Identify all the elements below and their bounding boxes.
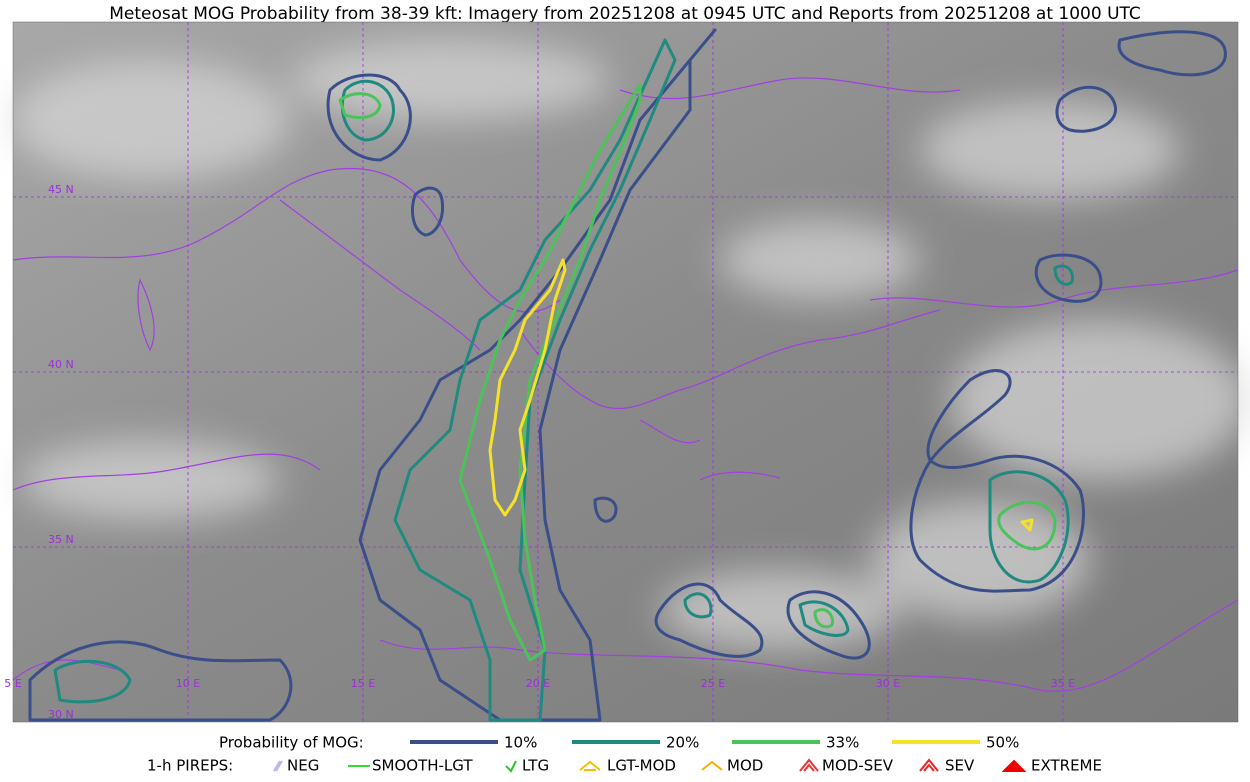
contour-10: [909, 369, 1085, 593]
legend-label: 20%: [666, 734, 699, 752]
contour-20: [53, 659, 132, 704]
longitude-label: 15 E: [351, 677, 375, 690]
legend-label: EXTREME: [1031, 757, 1102, 775]
contour-33: [338, 92, 382, 119]
longitude-label: 20 E: [526, 677, 550, 690]
latitude-label: 40 N: [48, 358, 74, 371]
cloud-patches: [10, 40, 1250, 650]
latitude-label: 30 N: [48, 708, 74, 721]
latitude-label: 35 N: [48, 533, 74, 546]
pirep-symbol: [799, 758, 819, 772]
contour-20: [988, 470, 1070, 584]
pirep-symbol: [701, 760, 723, 771]
contour-10: [593, 496, 618, 523]
legend-label: NEG: [287, 757, 319, 775]
pirep-symbol: [505, 760, 517, 773]
probability-contours: [28, 28, 1227, 722]
contour-20: [1053, 264, 1075, 286]
contour-20: [340, 79, 395, 142]
contour-10: [1034, 253, 1103, 303]
contour-33: [458, 83, 642, 662]
pirep-symbol: [1001, 759, 1027, 772]
contour-50: [488, 258, 567, 517]
legend-label: SMOOTH-LGT: [372, 757, 473, 775]
contour-50: [1020, 518, 1034, 532]
legend-label: LTG: [522, 757, 549, 775]
map-frame: [12, 21, 1239, 723]
legend-label: 33%: [826, 734, 859, 752]
contour-20: [683, 592, 713, 619]
contour-10: [1117, 30, 1227, 77]
contour-10: [654, 582, 764, 658]
contour-10: [358, 28, 717, 722]
legend-label: SEV: [945, 757, 975, 775]
legend-label: MOD-SEV: [822, 757, 894, 775]
title: Meteosat MOG Probability from 38-39 kft:…: [109, 4, 1141, 24]
borders: [12, 77, 1239, 692]
pirep-symbol: [273, 760, 283, 772]
contour-33: [813, 608, 835, 629]
longitude-label: 25 E: [701, 677, 725, 690]
contour-10: [28, 640, 293, 722]
contour-10: [1055, 85, 1117, 133]
legend-label: 50%: [986, 734, 1019, 752]
contour-33: [997, 500, 1057, 551]
legend-title: 1-h PIREPS:: [147, 757, 233, 775]
pirep-symbol: [579, 760, 601, 771]
longitude-label: 35 E: [1051, 677, 1075, 690]
longitude-label: 10 E: [176, 677, 200, 690]
legend-label: 10%: [504, 734, 537, 752]
longitude-label: 30 E: [876, 677, 900, 690]
legend-title: Probability of MOG:: [219, 734, 364, 752]
contour-10: [411, 186, 445, 237]
legend: Probability of MOG: 10% 20% 33% 50% 1-h PIREP…: [147, 734, 1102, 775]
legend-label: MOD: [727, 757, 763, 775]
contour-20: [798, 600, 850, 637]
contour-10: [786, 590, 871, 660]
pirep-symbol: [919, 758, 939, 772]
contour-10: [326, 73, 412, 162]
legend-label: LGT-MOD: [607, 757, 676, 775]
latitude-label: 45 N: [48, 183, 74, 196]
contour-20: [393, 38, 677, 722]
